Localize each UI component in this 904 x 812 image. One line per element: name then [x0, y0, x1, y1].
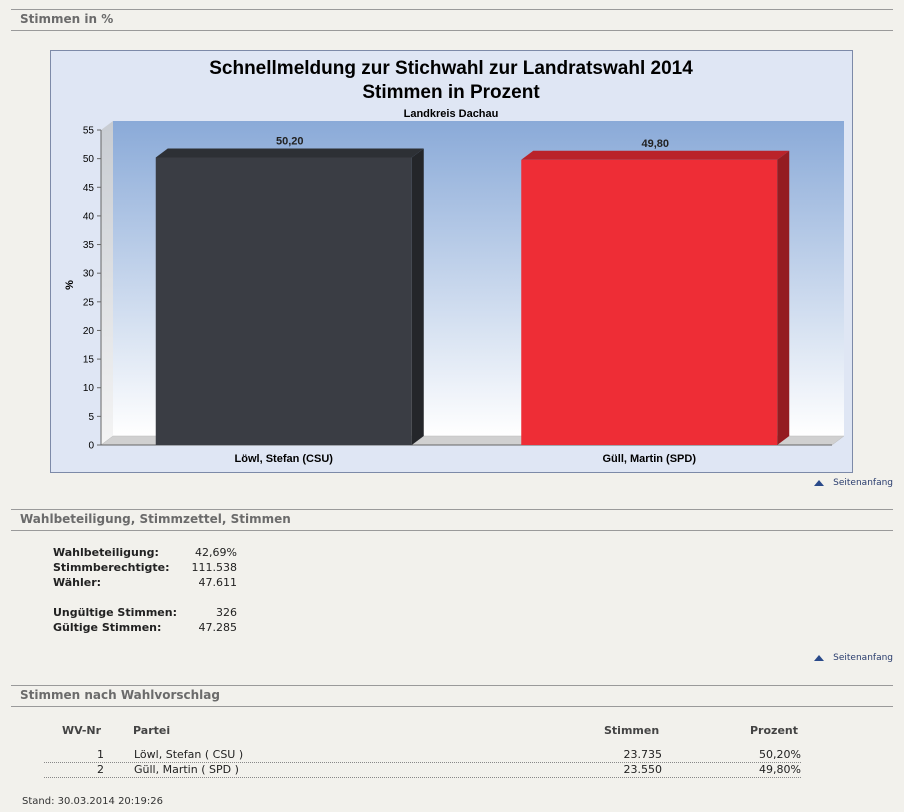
stat-label: Wahlbeteiligung:: [53, 546, 159, 559]
y-tick-label: 40: [83, 211, 95, 222]
back-to-top-label: Seitenanfang: [833, 478, 893, 488]
y-tick-label: 50: [83, 154, 95, 165]
y-tick-label: 0: [88, 441, 94, 452]
table-row: 2 Güll, Martin ( SPD ) 23.550 49,80%: [44, 762, 801, 778]
bar-side: [777, 150, 790, 446]
cell-stimmen: 23.735: [623, 748, 663, 761]
y-tick-label: 30: [83, 269, 95, 280]
stat-value: 111.538: [191, 561, 238, 574]
y-tick-label: 25: [83, 297, 95, 308]
bar-value-label: 50,20: [276, 135, 304, 147]
y-tick-label: 10: [83, 383, 95, 394]
section-header-wahlbeteiligung: Wahlbeteiligung, Stimmzettel, Stimmen: [11, 509, 893, 531]
section-title: Stimmen in %: [20, 12, 114, 26]
cell-nr: 1: [97, 748, 104, 761]
section-title: Wahlbeteiligung, Stimmzettel, Stimmen: [20, 512, 291, 526]
cell-stimmen: 23.550: [623, 763, 663, 776]
chart-svg: Schnellmeldung zur Stichwahl zur Landrat…: [64, 58, 845, 465]
y-tick-label: 35: [83, 240, 95, 251]
section-header-nach-vorschlag: Stimmen nach Wahlvorschlag: [11, 685, 893, 707]
back-to-top-link[interactable]: Seitenanfang: [814, 653, 893, 663]
col-header-partei: Partei: [133, 724, 171, 737]
bar-top: [521, 150, 790, 160]
stat-label: Ungültige Stimmen:: [53, 606, 177, 619]
stat-row: Stimmberechtigte: 111.538: [53, 561, 243, 576]
chart-title: Schnellmeldung zur Stichwahl zur Landrat…: [209, 58, 693, 79]
cell-prozent: 49,80%: [759, 763, 801, 776]
stat-value: 42,69%: [195, 546, 237, 559]
y-tick-label: 55: [83, 126, 95, 137]
stat-label: Wähler:: [53, 576, 102, 589]
cell-nr: 2: [97, 763, 104, 776]
left-wall: [101, 121, 113, 445]
arrow-up-icon: [814, 655, 825, 661]
y-axis-label: %: [64, 280, 76, 290]
stat-row: Wahlbeteiligung: 42,69%: [53, 546, 243, 561]
stat-row: Wähler: 47.611: [53, 576, 243, 591]
bar: [155, 157, 412, 445]
bar-value-label: 49,80: [641, 138, 669, 150]
back-to-top-link[interactable]: Seitenanfang: [814, 478, 893, 488]
cell-partei: Löwl, Stefan ( CSU ): [134, 748, 244, 761]
bar: [521, 159, 778, 446]
arrow-up-icon: [814, 480, 825, 486]
vote-share-chart: Schnellmeldung zur Stichwahl zur Landrat…: [50, 50, 853, 473]
x-category-label: Löwl, Stefan (CSU): [235, 453, 334, 465]
section-header-stimmen-prozent: Stimmen in %: [11, 9, 893, 31]
col-header-stimmen: Stimmen: [604, 724, 660, 737]
stat-row: Ungültige Stimmen: 326: [53, 606, 243, 621]
stat-value: 326: [216, 606, 237, 619]
stat-value: 47.285: [198, 621, 238, 634]
cell-prozent: 50,20%: [759, 748, 801, 761]
bar-top: [155, 148, 424, 158]
bar-side: [411, 148, 424, 445]
stat-value: 47.611: [198, 576, 238, 589]
table-row: 1 Löwl, Stefan ( CSU ) 23.735 50,20%: [44, 747, 801, 763]
timestamp: Stand: 30.03.2014 20:19:26: [22, 796, 163, 807]
x-category-label: Güll, Martin (SPD): [603, 453, 697, 465]
chart-title-2: Stimmen in Prozent: [362, 82, 540, 103]
col-header-nr: WV-Nr: [62, 724, 102, 737]
chart-subtitle: Landkreis Dachau: [404, 108, 499, 120]
col-header-prozent: Prozent: [750, 724, 798, 737]
back-to-top-label: Seitenanfang: [833, 653, 893, 663]
stat-label: Stimmberechtigte:: [53, 561, 170, 574]
y-tick-label: 15: [83, 355, 95, 366]
stat-label: Gültige Stimmen:: [53, 621, 162, 634]
y-tick-label: 45: [83, 183, 95, 194]
cell-partei: Güll, Martin ( SPD ): [134, 763, 239, 776]
section-title: Stimmen nach Wahlvorschlag: [20, 688, 220, 702]
stat-row: Gültige Stimmen: 47.285: [53, 621, 243, 636]
y-tick-label: 5: [88, 412, 94, 423]
y-tick-label: 20: [83, 326, 95, 337]
